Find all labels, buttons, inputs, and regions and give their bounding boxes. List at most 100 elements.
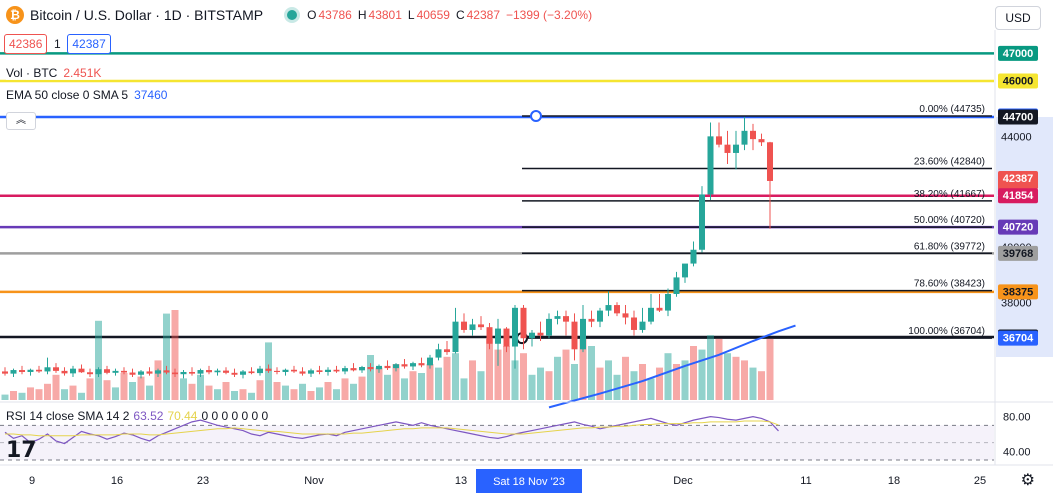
price-axis-badge-label: 44700 [1003,112,1034,124]
candle-body [554,316,561,319]
ohlc-values: O 43786 H 43801 L 40659 C 42387 −1399 (−3.20… [307,8,596,22]
quantity-field[interactable]: 1 [54,37,61,51]
candle-body [614,305,620,314]
candle-body [206,370,212,373]
candle-body [299,371,306,374]
ohlc-change: −1399 (−3.20%) [506,8,593,22]
volume-bar [435,367,442,400]
fib-level-label: 78.60% (38423) [914,279,985,290]
volume-bar [707,335,714,400]
collapse-legend-button[interactable]: ︽ [6,112,36,130]
candle-body [359,367,365,371]
volume-bar [69,385,77,400]
volume-bar [681,360,689,400]
volume-bar [35,389,43,400]
buy-button[interactable]: 42387 [67,34,111,54]
candle-body [452,321,459,353]
candle-body [189,371,195,374]
candle-body [155,370,161,374]
volume-bar [494,349,502,400]
candle-body [750,130,756,140]
candle-body [104,369,110,373]
volume-bar [112,387,119,400]
volume-bar [375,367,383,400]
rsi-axis-tick: 80.00 [1003,412,1031,424]
price-range-highlight [996,117,1053,357]
volume-bar [562,349,570,400]
candle-body [44,367,51,372]
candle-body [767,142,773,181]
rsi-legend[interactable]: RSI 14 close SMA 14 2 63.52 70.44 0 0 0 … [6,409,268,423]
rsi-line [4,416,779,445]
candle-body [682,263,688,278]
volume-bar [171,310,179,400]
volume-bar [205,385,213,400]
volume-bar [520,353,527,400]
candle-body [274,370,280,372]
candle-body [172,372,178,375]
volume-bar [596,367,604,400]
candle-body [512,307,518,347]
volume-bar [1,394,9,400]
volume-bar [656,367,663,400]
candle-body [605,305,612,311]
price-axis-badge-label: 40720 [1003,222,1034,234]
candle-body [741,130,748,145]
candle-body [70,368,76,374]
bitcoin-logo-icon: ₿ [6,6,24,24]
gear-icon[interactable]: ⚙ [1020,472,1035,489]
volume-bar [469,360,476,400]
volume-bar [537,367,544,400]
price-axis-badge [998,109,1038,125]
candle-body [129,372,136,375]
volume-bar [197,374,204,400]
price-axis-tick: 38000 [1001,297,1032,309]
candle-body [716,136,722,145]
candle-body [138,371,144,375]
price-axis-badge-label: 38375 [1003,286,1034,298]
volume-bar [214,389,221,400]
volume-bar [61,389,68,400]
volume-legend[interactable]: Vol · BTC 2.451K [6,66,102,80]
candle-body [197,370,204,374]
volume-bar [180,378,187,400]
volume-bar [477,371,485,400]
price-axis-badge [998,188,1038,204]
volume-bar [282,385,289,400]
volume-bar [588,346,595,400]
candle-body [597,310,603,322]
candle-body [308,370,314,374]
price-axis-badge [998,284,1038,300]
volume-bar [129,382,136,400]
volume-bar [44,383,51,400]
candle-body [503,328,510,347]
price-axis-badge [998,330,1038,346]
volume-bar [290,389,298,400]
volume-bar [52,374,60,400]
volume-bar [299,383,306,400]
rsi-legend-label: RSI 14 close SMA 14 2 [6,409,130,423]
volume-bar [248,392,255,400]
ema-legend[interactable]: EMA 50 close 0 SMA 5 37460 [6,88,168,102]
ohlc-key: L [407,8,415,22]
volume-bar [758,371,765,400]
candle-body [724,144,731,153]
ohlc-value: 40659 [416,8,450,22]
candle-body [410,363,416,367]
candle-body [707,136,714,195]
symbol-title[interactable]: Bitcoin / U.S. Dollar · 1D · BITSTAMP [30,7,264,23]
volume-bar [146,385,153,400]
volume-bar [78,392,85,400]
tradingview-logo[interactable]: 17 [6,438,37,463]
candle-body [61,370,68,374]
candle-body [733,144,739,153]
volume-bar [18,392,26,400]
candle-body [478,324,484,328]
candle-body [112,370,119,373]
sell-button[interactable]: 42386 [4,34,48,54]
market-open-icon [287,10,298,20]
currency-selector[interactable]: USD [995,6,1041,30]
volume-bar [307,391,315,400]
